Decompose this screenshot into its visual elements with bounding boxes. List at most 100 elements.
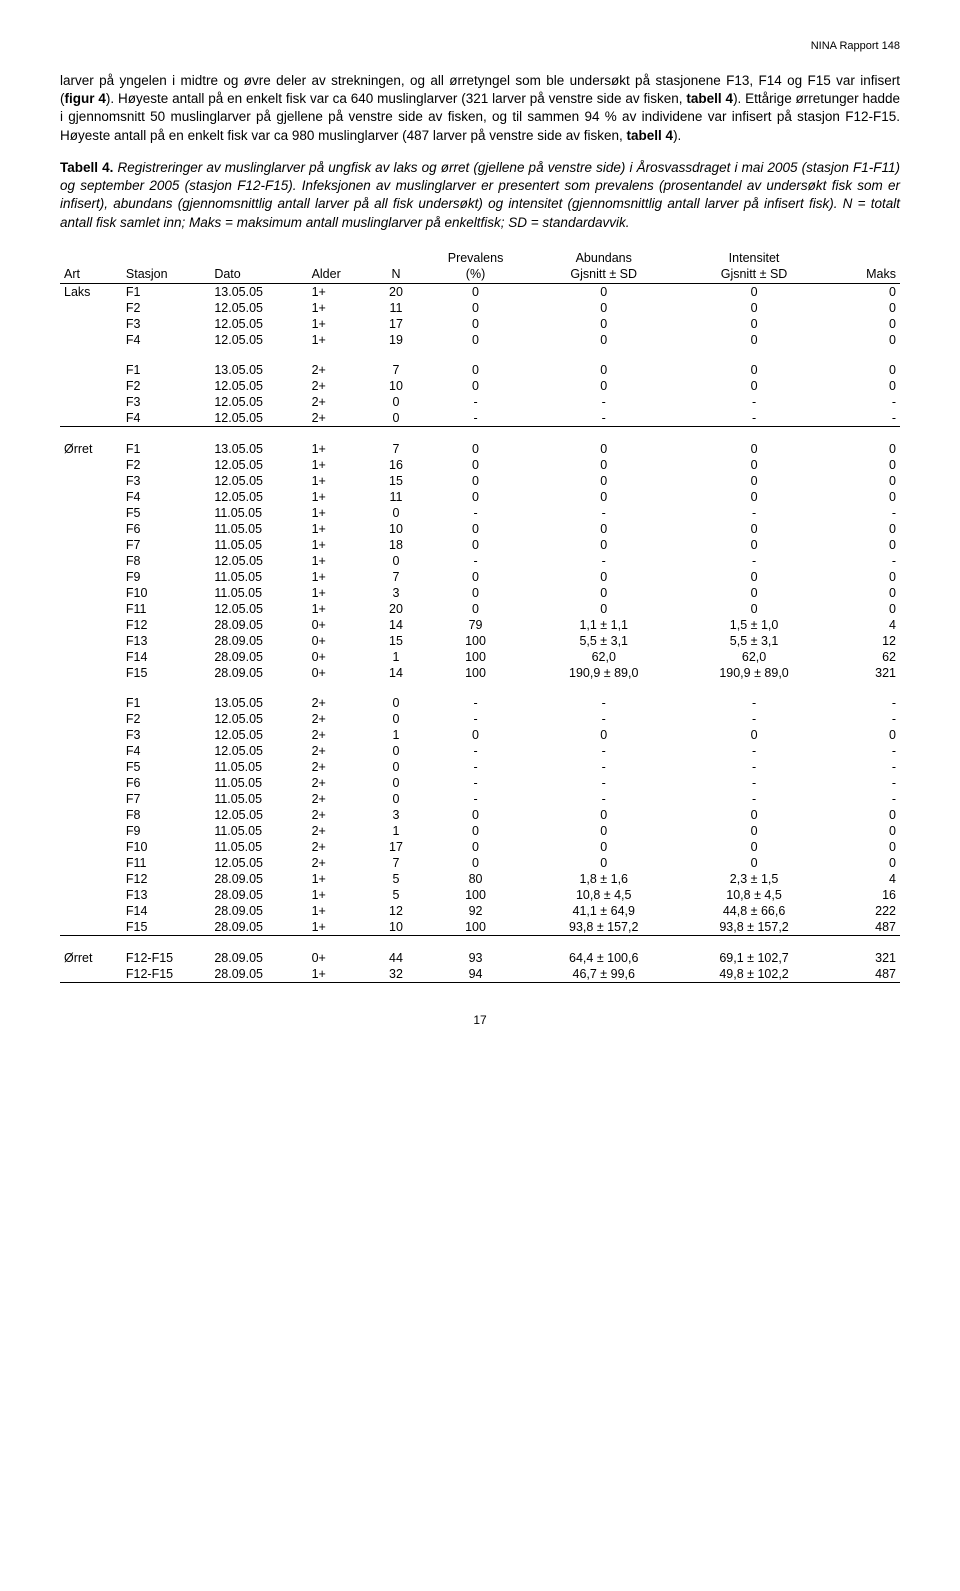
table-cell: - [422,695,528,711]
table-cell: 7 [369,441,422,457]
table-cell: 0 [422,839,528,855]
table-cell: 0 [529,569,679,585]
table-cell: - [679,711,829,727]
table-cell: 0 [369,743,422,759]
table-cell: 1,5 ± 1,0 [679,617,829,633]
table-cell: Laks [60,283,122,300]
table-cell: F4 [122,332,210,348]
table-cell: 0 [422,807,528,823]
table-cell: 12.05.05 [210,743,307,759]
table-cell: 0 [529,332,679,348]
table-cell [60,332,122,348]
table-row: LaksF113.05.051+200000 [60,283,900,300]
table-row: F812.05.051+0---- [60,553,900,569]
table-cell [60,473,122,489]
table-cell: 20 [369,283,422,300]
table-cell: 28.09.05 [210,649,307,665]
table-cell: 92 [422,903,528,919]
table-cell: 0 [679,473,829,489]
table-spacer [60,935,900,950]
table-row: F312.05.051+170000 [60,316,900,332]
table-row: F1428.09.050+110062,062,062 [60,649,900,665]
table-cell: 12.05.05 [210,410,307,427]
table-cell: 0 [422,316,528,332]
table-cell [60,871,122,887]
table-cell [60,457,122,473]
table-cell: F2 [122,457,210,473]
table-cell: 11.05.05 [210,759,307,775]
table-cell: - [422,711,528,727]
table-row: F911.05.051+70000 [60,569,900,585]
table-cell: 0 [369,394,422,410]
table-cell [60,775,122,791]
table-cell: 11 [369,489,422,505]
table-cell [60,489,122,505]
th-alder: Alder [308,266,370,284]
table-cell: 2+ [308,775,370,791]
table-cell: 12.05.05 [210,553,307,569]
table-cell: 28.09.05 [210,919,307,936]
table-cell: - [829,505,900,521]
table-cell: 10,8 ± 4,5 [529,887,679,903]
table-cell: 0 [679,457,829,473]
table-cell [60,855,122,871]
table-cell [60,410,122,427]
table-cell: - [829,743,900,759]
table-cell: F13 [122,633,210,649]
table-cell: 11.05.05 [210,585,307,601]
table-row: F113.05.052+70000 [60,362,900,378]
table-cell: 28.09.05 [210,633,307,649]
table-cell: 16 [369,457,422,473]
table-cell: - [529,791,679,807]
table-cell [60,649,122,665]
table-cell: - [829,791,900,807]
table-cell: 0 [679,300,829,316]
table-cell: - [422,743,528,759]
table-cell: 0+ [308,649,370,665]
table-cell: 80 [422,871,528,887]
table-cell: 0 [679,362,829,378]
table-cell: 1,1 ± 1,1 [529,617,679,633]
table-cell: 12 [369,903,422,919]
table-cell: 0 [422,521,528,537]
table-cell: 0 [369,711,422,727]
table-cell: - [422,759,528,775]
table-cell: 12.05.05 [210,807,307,823]
table-cell: 0 [829,537,900,553]
table-cell: 1+ [308,283,370,300]
table-cell: 0 [422,601,528,617]
table-cell: 0 [422,823,528,839]
table-cell: 0 [422,378,528,394]
table-cell: - [529,695,679,711]
table-cell: F1 [122,283,210,300]
table-cell: 79 [422,617,528,633]
th-maks: Maks [829,266,900,284]
table-cell: 100 [422,887,528,903]
table-row: F1112.05.051+200000 [60,601,900,617]
table-cell: 1+ [308,887,370,903]
table-row: F711.05.051+180000 [60,537,900,553]
table-cell: F3 [122,394,210,410]
table-cell: F1 [122,695,210,711]
table-cell [60,919,122,936]
table-cell [60,711,122,727]
table-cell: 1 [369,823,422,839]
table-cell: 1+ [308,473,370,489]
table-cell: 2+ [308,807,370,823]
table-cell: 11.05.05 [210,791,307,807]
table-cell: 46,7 ± 99,6 [529,966,679,983]
table-cell [60,585,122,601]
table-cell: 93,8 ± 157,2 [529,919,679,936]
table-cell: 0 [679,823,829,839]
table-cell [60,887,122,903]
table-cell: 0 [369,410,422,427]
table-cell: F12-F15 [122,950,210,966]
table-spacer [60,426,900,441]
th-int-bot: Gjsnitt ± SD [679,266,829,284]
table-cell [60,617,122,633]
table-row: ØrretF12-F1528.09.050+449364,4 ± 100,669… [60,950,900,966]
table-cell: 0 [529,378,679,394]
table-row: F412.05.052+0---- [60,410,900,427]
table-spacer [60,681,900,695]
table-cell: - [422,775,528,791]
